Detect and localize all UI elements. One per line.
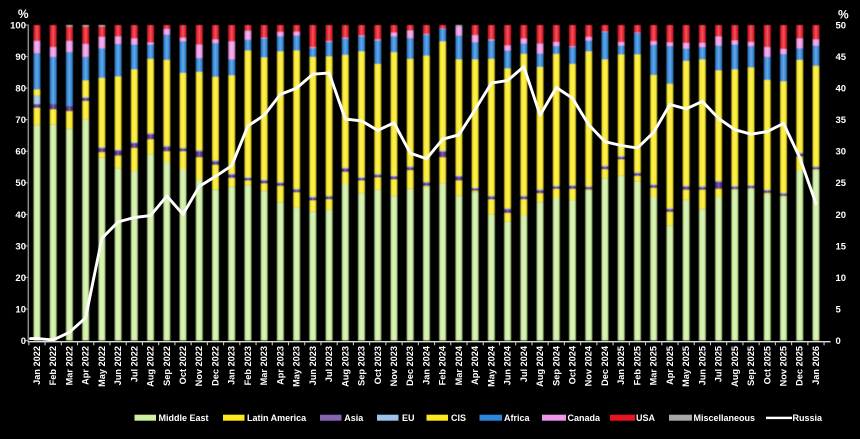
svg-text:Apr 2025: Apr 2025 (665, 346, 675, 385)
svg-text:25: 25 (836, 178, 847, 189)
svg-text:Aug 2023: Aug 2023 (340, 346, 350, 387)
svg-text:Nov 2022: Nov 2022 (194, 346, 204, 386)
svg-text:Aug 2024: Aug 2024 (535, 345, 545, 387)
svg-text:40: 40 (15, 210, 26, 221)
svg-text:Jan 2022: Jan 2022 (32, 346, 42, 385)
svg-text:Mar 2022: Mar 2022 (64, 346, 74, 385)
svg-text:Feb 2023: Feb 2023 (243, 346, 253, 385)
svg-text:60: 60 (15, 147, 26, 158)
svg-text:Nov 2025: Nov 2025 (779, 346, 789, 386)
svg-text:Nov 2023: Nov 2023 (389, 346, 399, 386)
svg-text:Sep 2022: Sep 2022 (162, 346, 172, 386)
svg-text:0: 0 (21, 336, 26, 347)
svg-text:EU: EU (402, 413, 415, 423)
svg-text:35: 35 (836, 115, 847, 126)
svg-text:Oct 2024: Oct 2024 (568, 345, 578, 384)
svg-text:Middle East: Middle East (159, 413, 209, 423)
svg-text:45: 45 (836, 52, 847, 63)
svg-text:May 2024: May 2024 (486, 345, 496, 387)
svg-text:Jan 2024: Jan 2024 (422, 345, 432, 385)
svg-text:20: 20 (836, 210, 847, 221)
svg-text:Feb 2025: Feb 2025 (632, 346, 642, 385)
svg-text:Sep 2025: Sep 2025 (746, 346, 756, 386)
svg-text:50: 50 (836, 21, 847, 32)
svg-text:Jun 2022: Jun 2022 (113, 346, 123, 385)
svg-text:Jul 2025: Jul 2025 (714, 346, 724, 382)
svg-text:Canada: Canada (568, 413, 602, 423)
svg-text:Latin America: Latin America (247, 413, 307, 423)
svg-text:Mar 2024: Mar 2024 (454, 345, 464, 385)
svg-text:Jan 2025: Jan 2025 (616, 346, 626, 385)
svg-text:70: 70 (15, 115, 26, 126)
svg-text:Oct 2022: Oct 2022 (178, 346, 188, 384)
svg-text:Jul 2024: Jul 2024 (519, 345, 529, 382)
svg-text:Aug 2022: Aug 2022 (146, 346, 156, 387)
svg-text:20: 20 (15, 273, 26, 284)
svg-text:Dec 2025: Dec 2025 (795, 346, 805, 386)
svg-text:Dec 2024: Dec 2024 (600, 345, 610, 386)
svg-text:Dec 2023: Dec 2023 (405, 346, 415, 386)
svg-text:Jun 2024: Jun 2024 (503, 345, 513, 385)
svg-text:Russia: Russia (793, 413, 824, 423)
svg-text:Apr 2022: Apr 2022 (81, 346, 91, 385)
svg-text:Jan 2026: Jan 2026 (811, 346, 821, 385)
svg-text:90: 90 (15, 52, 26, 63)
svg-text:Aug 2025: Aug 2025 (730, 346, 740, 387)
svg-text:%: % (838, 8, 849, 22)
svg-text:30: 30 (15, 241, 26, 252)
svg-text:30: 30 (836, 147, 847, 158)
svg-text:40: 40 (836, 84, 847, 95)
svg-text:80: 80 (15, 84, 26, 95)
svg-text:May 2022: May 2022 (97, 346, 107, 387)
svg-text:CIS: CIS (451, 413, 466, 423)
svg-text:Mar 2025: Mar 2025 (649, 346, 659, 385)
svg-text:Feb 2022: Feb 2022 (48, 346, 58, 385)
svg-text:Sep 2024: Sep 2024 (551, 345, 561, 386)
svg-text:Dec 2022: Dec 2022 (211, 346, 221, 386)
svg-text:Oct 2025: Oct 2025 (762, 346, 772, 384)
svg-text:Miscellaneous: Miscellaneous (694, 413, 756, 423)
svg-text:Jul 2023: Jul 2023 (324, 346, 334, 382)
svg-text:10: 10 (15, 304, 26, 315)
svg-text:10: 10 (836, 273, 847, 284)
svg-text:Apr 2024: Apr 2024 (470, 345, 480, 385)
svg-text:Africa: Africa (504, 413, 531, 423)
svg-text:50: 50 (15, 178, 26, 189)
svg-text:100: 100 (10, 21, 26, 32)
svg-text:0: 0 (836, 336, 841, 347)
svg-text:5: 5 (836, 304, 842, 315)
svg-text:Feb 2024: Feb 2024 (438, 345, 448, 385)
svg-text:Jun 2025: Jun 2025 (697, 346, 707, 385)
svg-text:Asia: Asia (344, 413, 364, 423)
svg-text:May 2025: May 2025 (681, 346, 691, 387)
svg-text:Jun 2023: Jun 2023 (308, 346, 318, 385)
svg-text:Mar 2023: Mar 2023 (259, 346, 269, 385)
svg-text:Apr 2023: Apr 2023 (275, 346, 285, 385)
svg-text:Oct 2023: Oct 2023 (373, 346, 383, 384)
svg-text:May 2023: May 2023 (292, 346, 302, 387)
svg-text:%: % (18, 7, 29, 21)
svg-text:15: 15 (836, 241, 847, 252)
svg-text:Jan 2023: Jan 2023 (227, 346, 237, 385)
svg-text:USA: USA (636, 413, 656, 423)
svg-text:Nov 2024: Nov 2024 (584, 345, 594, 386)
svg-text:Sep 2023: Sep 2023 (357, 346, 367, 386)
svg-text:Jul 2022: Jul 2022 (129, 346, 139, 382)
